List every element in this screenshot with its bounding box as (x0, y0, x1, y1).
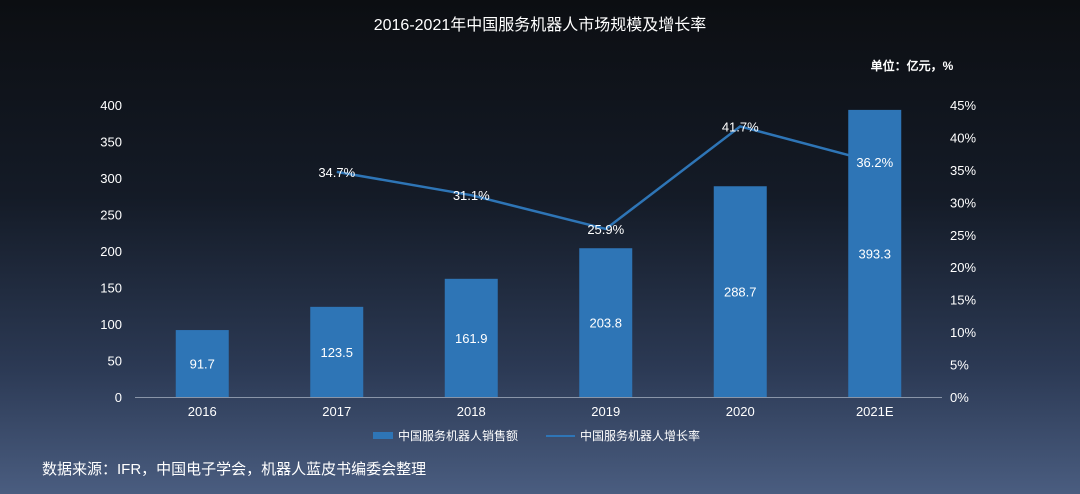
bar (175, 330, 229, 397)
bar (579, 248, 633, 397)
bar (713, 186, 767, 397)
growth-value-label: 41.7% (722, 119, 759, 134)
left-tick-label: 0 (115, 390, 122, 405)
growth-value-label: 25.9% (587, 222, 624, 237)
unit-label: 单位：亿元，% (871, 58, 954, 73)
left-tick-label: 100 (100, 317, 122, 332)
right-axis: 0% 5% 10% 15% 20% 25% 30% 35% 40% 45% (950, 98, 976, 405)
growth-labels: 34.7% 31.1% 25.9% 41.7% 36.2% (318, 119, 893, 237)
bar-value-label: 393.3 (858, 246, 891, 261)
growth-line-path (336, 125, 876, 231)
x-axis-ticks: 2016 2017 2018 2019 2020 2021E (188, 404, 894, 419)
right-tick-label: 25% (950, 228, 976, 243)
x-tick-label: 2020 (726, 404, 755, 419)
right-tick-label: 40% (950, 130, 976, 145)
legend-bar-label: 中国服务机器人销售额 (398, 428, 518, 443)
right-tick-label: 30% (950, 195, 976, 210)
left-tick-label: 250 (100, 208, 122, 223)
right-tick-label: 5% (950, 358, 969, 373)
left-tick-label: 200 (100, 244, 122, 259)
chart-title: 2016-2021年中国服务机器人市场规模及增长率 (374, 16, 707, 34)
left-tick-label: 50 (108, 354, 122, 369)
source-note: 数据来源：IFR，中国电子学会，机器人蓝皮书编委会整理 (42, 461, 426, 478)
left-axis: 0 50 100 150 200 250 300 350 400 (100, 98, 122, 405)
x-tick-label: 2018 (457, 404, 486, 419)
right-tick-label: 20% (950, 260, 976, 275)
bar-value-label: 123.5 (320, 345, 353, 360)
bar-value-label: 161.9 (455, 331, 488, 346)
growth-value-label: 36.2% (856, 155, 893, 170)
growth-value-label: 31.1% (453, 188, 490, 203)
bar (310, 306, 364, 397)
right-tick-label: 10% (950, 325, 976, 340)
legend-line-label: 中国服务机器人增长率 (580, 428, 700, 443)
bars (175, 109, 902, 398)
left-tick-label: 300 (100, 171, 122, 186)
legend: 中国服务机器人销售额 中国服务机器人增长率 (373, 428, 700, 443)
bar-value-label: 288.7 (724, 285, 757, 300)
bar-labels: 91.7 123.5 161.9 203.8 288.7 393.3 (190, 246, 891, 371)
right-tick-label: 15% (950, 293, 976, 308)
x-tick-label: 2021E (856, 404, 894, 419)
bar-value-label: 203.8 (589, 316, 622, 331)
right-tick-label: 0% (950, 390, 969, 405)
bar-value-label: 91.7 (190, 357, 215, 372)
legend-bar-swatch (373, 432, 393, 439)
growth-value-label: 34.7% (318, 165, 355, 180)
bar (444, 278, 498, 397)
growth-line (336, 125, 876, 231)
x-tick-label: 2019 (591, 404, 620, 419)
left-tick-label: 150 (100, 281, 122, 296)
x-tick-label: 2016 (188, 404, 217, 419)
x-tick-label: 2017 (322, 404, 351, 419)
left-tick-label: 350 (100, 135, 122, 150)
right-tick-label: 45% (950, 98, 976, 113)
right-tick-label: 35% (950, 163, 976, 178)
left-tick-label: 400 (100, 98, 122, 113)
